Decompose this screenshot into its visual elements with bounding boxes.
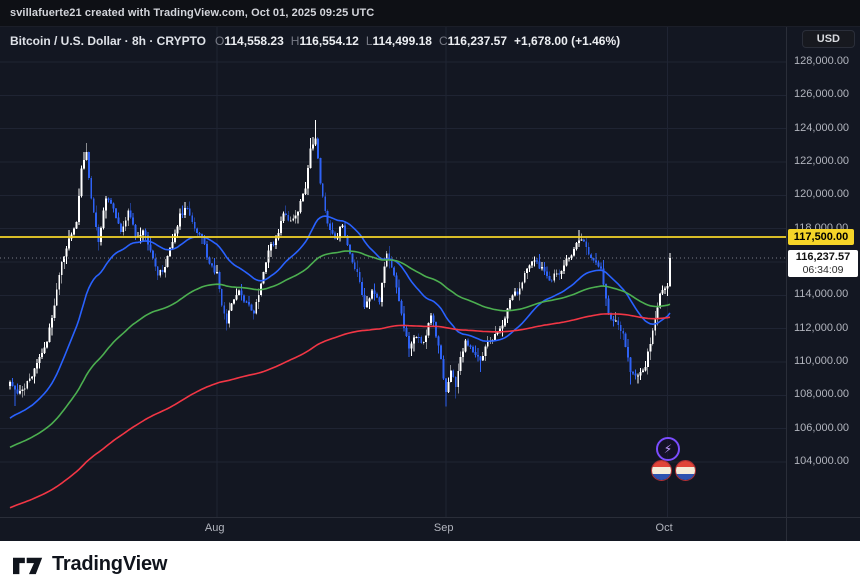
price-axis-label: 114,000.00 [794, 288, 849, 301]
yellow-price-value: 117,500.00 [793, 231, 849, 243]
attribution-bar: svillafuerte21 created with TradingView.… [0, 0, 860, 27]
candlestick-series[interactable] [9, 120, 671, 407]
time-axis-label: Oct [655, 522, 673, 534]
time-axis-label: Sep [433, 522, 454, 534]
ma-mid-green[interactable] [9, 250, 671, 449]
price-axis-label: 120,000.00 [794, 188, 850, 201]
yellow-price-line-label[interactable]: 117,500.00 [788, 229, 854, 245]
flag-stripe-blue [676, 473, 695, 480]
flag-sticker-icon[interactable] [675, 460, 696, 481]
flag-stripe-blue [652, 473, 671, 480]
price-axis-label: 108,000.00 [794, 388, 850, 401]
ma-fast-blue[interactable] [9, 215, 671, 419]
price-axis-label: 112,000.00 [794, 321, 849, 334]
currency-toggle-button[interactable]: USD [801, 30, 855, 48]
price-axis-label: 122,000.00 [794, 155, 850, 167]
bar-countdown: 06:34:09 [802, 264, 844, 277]
price-axis-label: 110,000.00 [794, 355, 849, 367]
ma-slow-red[interactable] [9, 313, 671, 509]
time-axis-label: Aug [204, 522, 225, 534]
price-axis-label: 126,000.00 [794, 88, 850, 101]
flag-stripe-red [676, 461, 695, 468]
flag-sticker-icon[interactable] [651, 460, 672, 481]
bolt-glyph: ⚡ [663, 442, 673, 456]
flag-stripe-red [652, 461, 671, 468]
time-axis[interactable]: Aug Sep Oct [0, 517, 860, 541]
axis-corner-divider [786, 518, 787, 541]
attribution-text: svillafuerte21 created with TradingView.… [10, 7, 375, 19]
price-axis-label: 128,000.00 [794, 55, 850, 67]
chart-canvas[interactable] [0, 27, 786, 517]
last-price-value: 116,237.57 [795, 251, 851, 264]
flag-stripe-white [652, 467, 671, 474]
price-axis-label: 104,000.00 [794, 455, 850, 467]
price-axis-label: 124,000.00 [794, 121, 850, 134]
tradingview-logo-icon[interactable] [13, 553, 44, 577]
price-axis-label: 106,000.00 [794, 421, 850, 434]
footer-bar: TradingView [0, 541, 860, 588]
price-axis[interactable]: 117,500.00 116,237.57 06:34:09 128,000.0… [786, 27, 860, 517]
last-price-label: 116,237.57 06:34:09 [788, 250, 858, 278]
tradingview-wordmark[interactable]: TradingView [52, 553, 168, 575]
chart-area[interactable]: 117,500.00 116,237.57 06:34:09 128,000.0… [0, 27, 860, 517]
lightning-sticker-icon[interactable]: ⚡ [656, 437, 680, 461]
flag-stripe-white [676, 467, 695, 474]
